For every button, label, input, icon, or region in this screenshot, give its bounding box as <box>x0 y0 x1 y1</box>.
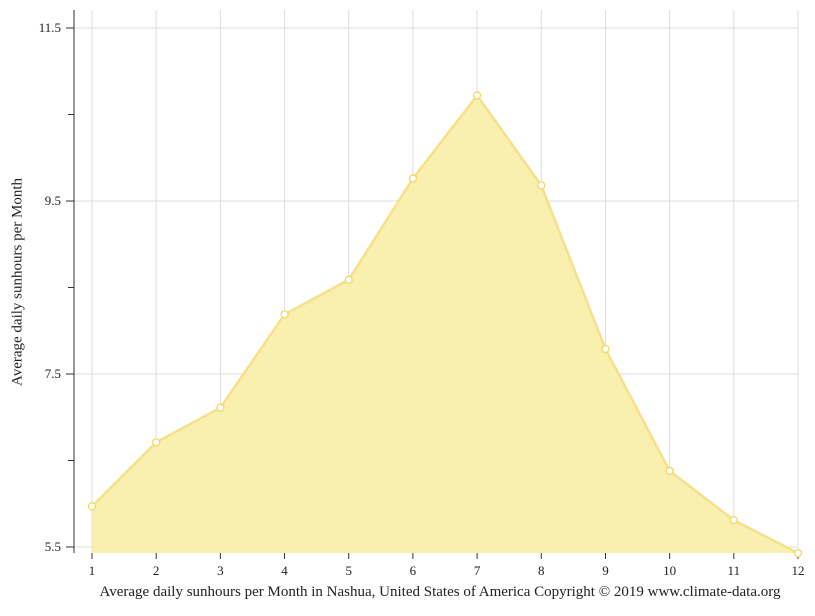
data-point <box>793 548 803 558</box>
data-point <box>87 502 97 511</box>
data-point <box>537 181 546 190</box>
data-point <box>216 403 225 412</box>
data-point <box>601 344 610 354</box>
x-tick-label: 10 <box>663 563 676 578</box>
data-point <box>665 466 674 475</box>
x-tick-label: 4 <box>281 563 288 578</box>
x-tick-label: 11 <box>728 563 741 578</box>
data-point <box>729 516 738 525</box>
x-tick-label: 3 <box>217 563 224 578</box>
x-tick-label: 6 <box>410 563 417 578</box>
x-axis-label: Average daily sunhours per Month in Nash… <box>99 584 781 600</box>
x-tick-label: 2 <box>153 563 160 578</box>
data-point <box>408 174 418 183</box>
x-tick-label: 7 <box>474 563 481 578</box>
series-area-fill <box>92 95 798 554</box>
x-tick-label: 12 <box>792 563 805 578</box>
y-tick-label: 11.5 <box>39 20 61 35</box>
y-tick-label: 9.5 <box>45 193 61 208</box>
y-tick-label: 5.5 <box>45 539 61 554</box>
data-point <box>472 91 482 100</box>
data-point <box>152 438 161 447</box>
series-line <box>91 94 799 555</box>
y-axis-label: Average daily sunhours per Month <box>9 177 26 387</box>
x-tick-label: 9 <box>602 563 609 578</box>
axes <box>66 10 799 559</box>
tick-labels: 5.57.59.511.51 2 3 4 5 6 7 8 9 10 11 12 <box>39 20 805 578</box>
y-tick-label: 7.5 <box>45 366 61 381</box>
x-tick-label: 8 <box>538 563 545 578</box>
x-tick-label: 1 <box>89 563 96 578</box>
series-layer <box>87 91 803 558</box>
data-point <box>280 310 289 319</box>
x-tick-label: 5 <box>345 563 352 578</box>
data-point <box>344 275 353 284</box>
